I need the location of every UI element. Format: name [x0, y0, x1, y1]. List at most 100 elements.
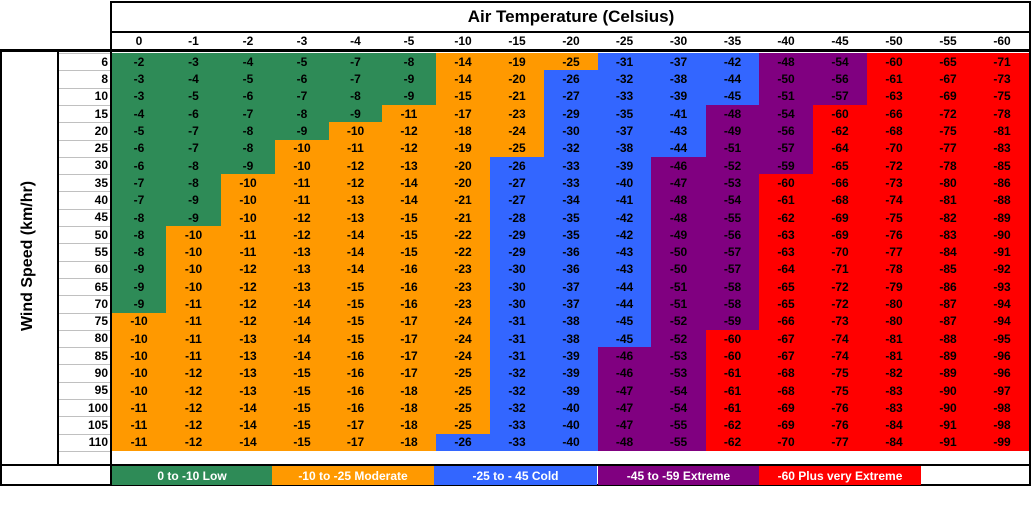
- wind-chill-value: -40: [562, 418, 580, 433]
- wind-chill-value: -7: [350, 54, 361, 69]
- wind-chill-cell: -83: [921, 226, 975, 244]
- wind-chill-cell: -39: [651, 87, 706, 106]
- wind-chill-value: -10: [184, 262, 203, 277]
- wind-chill-cell: -60: [706, 347, 759, 365]
- wind-chill-cell: -15: [436, 87, 490, 106]
- wind-chill-cell: -80: [867, 295, 921, 313]
- wind-chill-value: -39: [562, 348, 580, 363]
- wind-chill-value: -6: [133, 141, 145, 156]
- wind-chill-cell: -64: [759, 260, 813, 279]
- wind-chill-cell: -56: [706, 226, 759, 244]
- wind-chill-value: -34: [562, 193, 580, 208]
- wind-chill-cell: -7: [329, 53, 382, 71]
- wind-speed-label: 100: [87, 400, 108, 415]
- wind-chill-value: -31: [508, 348, 526, 363]
- wind-chill-cell: -49: [651, 226, 706, 244]
- wind-chill-value: -8: [242, 124, 254, 139]
- wind-chill-value: -60: [831, 106, 849, 121]
- wind-chill-cell: -81: [921, 191, 975, 210]
- wind-chill-value: -4: [133, 106, 145, 121]
- wind-chill-cell: -83: [867, 381, 921, 400]
- wind-chill-cell: -48: [759, 53, 813, 71]
- wind-chill-cell: -12: [329, 174, 382, 192]
- wind-chill-cell: -57: [706, 243, 759, 262]
- wind-chill-cell: -10: [166, 226, 221, 244]
- wind-chill-cell: -15: [275, 381, 329, 400]
- wind-chill-cell: -37: [544, 295, 598, 313]
- wind-chill-value: -14: [400, 175, 418, 190]
- wind-chill-value: -13: [346, 193, 365, 208]
- wind-chill-cell: -12: [166, 381, 221, 400]
- wind-chill-value: -63: [777, 245, 795, 260]
- wind-chill-value: -71: [831, 262, 849, 277]
- wind-chill-value: -96: [993, 348, 1011, 363]
- wind-chill-cell: -13: [275, 277, 329, 296]
- wind-chill-cell: -86: [975, 174, 1029, 192]
- wind-chill-value: -33: [615, 89, 634, 104]
- wind-chill-cell: -8: [112, 208, 166, 227]
- wind-chill-value: -62: [777, 210, 795, 225]
- wind-chill-cell: -17: [382, 312, 436, 331]
- wind-speed-label: 60: [94, 262, 108, 277]
- wind-chill-cell: -32: [490, 381, 544, 400]
- wind-chill-value: -94: [993, 297, 1011, 312]
- wind-chill-value: -25: [454, 400, 472, 415]
- wind-chill-cell: -71: [813, 260, 867, 279]
- wind-chill-value: -85: [939, 262, 957, 277]
- wind-chill-cell: -7: [166, 139, 221, 158]
- row-gridline: [59, 451, 112, 452]
- wind-chill-cell: -40: [544, 399, 598, 417]
- wind-chill-cell: -26: [436, 433, 490, 452]
- wind-chill-value: -83: [993, 141, 1011, 156]
- wind-chill-cell: -81: [975, 122, 1029, 140]
- wind-chill-value: -14: [239, 435, 257, 450]
- wind-chill-value: -32: [508, 383, 526, 398]
- wind-chill-value: -14: [293, 331, 311, 346]
- wind-chill-cell: -7: [329, 70, 382, 89]
- wind-chill-value: -47: [615, 418, 634, 433]
- wind-chill-cell: -12: [221, 295, 275, 313]
- wind-chill-cell: -44: [651, 139, 706, 158]
- wind-chill-value: -56: [777, 124, 795, 139]
- wind-chill-value: -26: [454, 435, 472, 450]
- wind-chill-cell: -75: [813, 381, 867, 400]
- wind-chill-cell: -52: [651, 312, 706, 331]
- wind-chill-value: -54: [669, 383, 688, 398]
- wind-chill-cell: -7: [112, 191, 166, 210]
- wind-chill-cell: -52: [706, 156, 759, 175]
- wind-chill-cell: -77: [867, 243, 921, 262]
- wind-chill-value: -84: [885, 435, 903, 450]
- wind-chill-cell: -19: [490, 53, 544, 71]
- wind-chill-cell: -42: [706, 53, 759, 71]
- wind-chill-value: -17: [454, 106, 472, 121]
- wind-chill-cell: -35: [544, 208, 598, 227]
- wind-chill-value: -30: [508, 297, 526, 312]
- wind-chill-value: -41: [615, 193, 634, 208]
- wind-chill-cell: -27: [490, 191, 544, 210]
- wind-chill-value: -33: [508, 418, 526, 433]
- wind-chill-cell: -53: [651, 364, 706, 383]
- wind-chill-cell: -12: [166, 364, 221, 383]
- wind-chill-value: -33: [562, 175, 580, 190]
- wind-chill-value: -77: [831, 435, 849, 450]
- wind-chill-value: -86: [993, 175, 1011, 190]
- wind-chill-cell: -51: [651, 295, 706, 313]
- wind-chill-cell: -74: [867, 191, 921, 210]
- wind-chill-value: -81: [885, 331, 903, 346]
- wind-chill-cell: -9: [112, 277, 166, 296]
- wind-chill-cell: -33: [544, 156, 598, 175]
- wind-chill-value: -44: [723, 72, 742, 87]
- wind-chill-cell: -15: [275, 364, 329, 383]
- wind-chill-cell: -89: [921, 347, 975, 365]
- wind-chill-value: -50: [777, 72, 795, 87]
- row-gridline: [59, 434, 112, 435]
- wind-chill-value: -14: [293, 314, 311, 329]
- wind-chill-value: -52: [669, 314, 688, 329]
- temperature-header: -25: [615, 34, 634, 48]
- wind-chill-value: -13: [239, 366, 257, 381]
- wind-chill-value: -62: [723, 435, 742, 450]
- wind-chill-cell: -55: [706, 208, 759, 227]
- wind-chill-value: -31: [615, 54, 634, 69]
- wind-chill-value: -3: [188, 54, 199, 69]
- wind-chill-cell: -69: [759, 416, 813, 435]
